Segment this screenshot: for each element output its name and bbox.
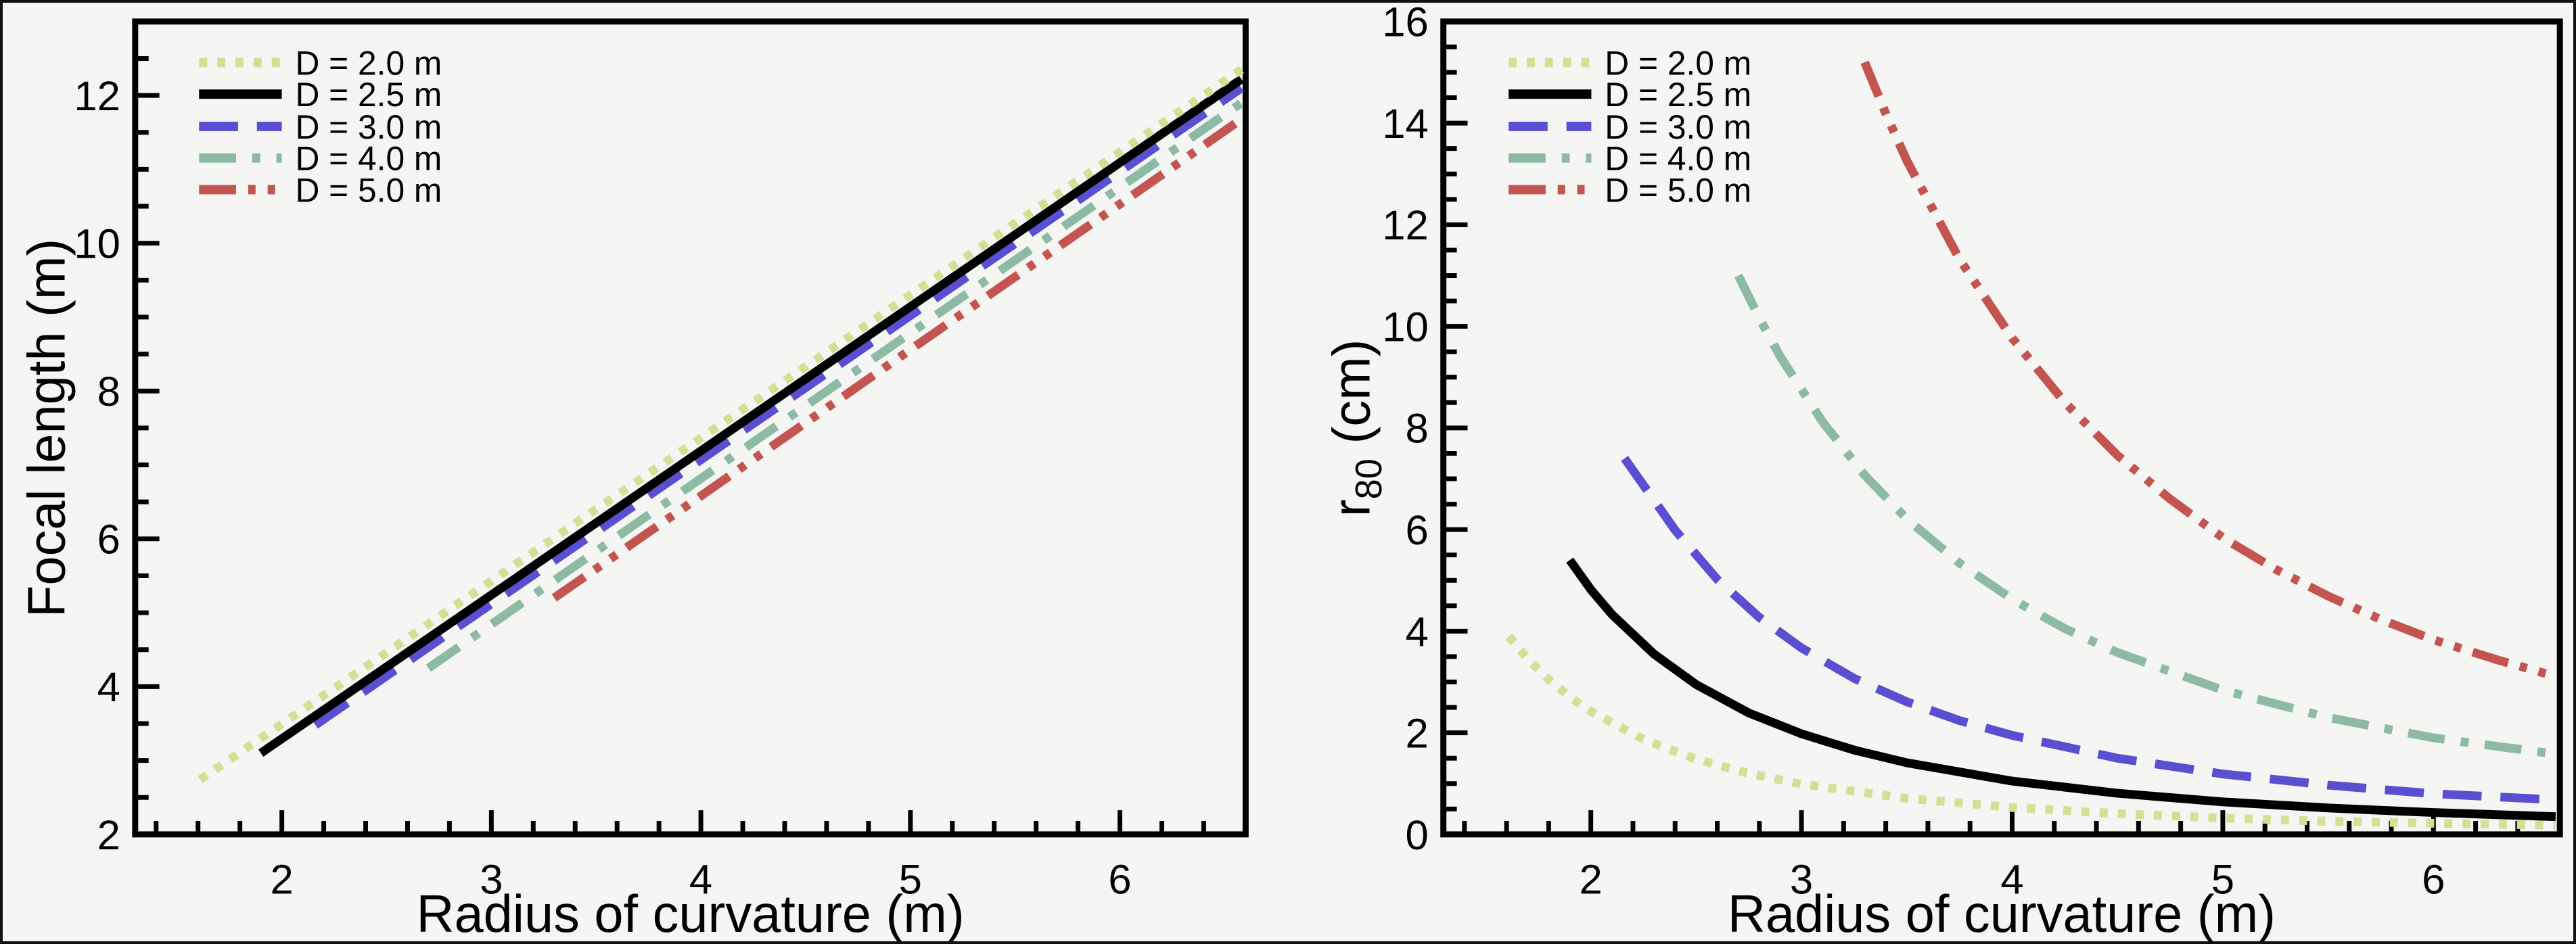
y-tick-label: 16 (1382, 3, 1429, 46)
legend-label: D = 5.0 m (295, 171, 442, 209)
curve-right-2.0 (1505, 633, 2556, 830)
y-tick-label: 8 (97, 369, 120, 415)
y-tick-label: 6 (97, 517, 120, 563)
curve-right-5.0 (1860, 60, 2557, 681)
legend-entry-2.5: D = 2.5 m (1509, 76, 1751, 114)
y-tick-label: 12 (74, 73, 120, 120)
y-tick-label: 8 (1406, 406, 1429, 452)
y-tick-label: 4 (97, 664, 120, 711)
legend-label: D = 3.0 m (1605, 108, 1751, 146)
x-tick-label: 6 (1108, 856, 1131, 903)
x-tick-label: 4 (2000, 856, 2023, 903)
x-tick-label: 3 (480, 856, 503, 903)
legend-entry-2.0: D = 2.0 m (1509, 44, 1751, 82)
legend-label: D = 4.0 m (295, 140, 442, 178)
legend-entry-2.0: D = 2.0 m (199, 44, 442, 82)
y-axis-title-right: r80 (cm) (1322, 339, 1389, 517)
legend-label: D = 4.0 m (1605, 140, 1751, 178)
x-axis-title-right: Radius of curvature (m) (1728, 885, 2276, 941)
curve-left-2.0 (198, 66, 1244, 784)
y-tick-label: 10 (74, 221, 120, 268)
legend-label: D = 2.0 m (1605, 44, 1751, 82)
panel-left: 2 3 4 5 6 2 4 6 8 10 12 Radius of curvature (m) Foca… (18, 18, 1249, 941)
y-tick-label: 10 (1382, 304, 1429, 350)
legend-right: D = 2.0 mD = 2.5 mD = 3.0 mD = 4.0 mD = … (1509, 44, 1751, 209)
y-tick-label: 0 (1406, 812, 1429, 859)
legend-entry-3.0: D = 3.0 m (1509, 108, 1751, 146)
curve-right-3.0 (1621, 456, 2556, 805)
curve-right-2.5 (1566, 557, 2556, 822)
y-tick-label: 14 (1382, 101, 1429, 147)
legend-left: D = 2.0 mD = 2.5 mD = 3.0 mD = 4.0 mD = … (199, 44, 442, 209)
legend-entry-4.0: D = 4.0 m (1509, 140, 1751, 178)
x-tick-label: 2 (270, 856, 293, 903)
legend-entry-2.5: D = 2.5 m (199, 76, 442, 114)
x-axis-title-left: Radius of curvature (m) (416, 885, 964, 941)
plot-frame-left (132, 18, 1249, 838)
curve-left-2.5 (258, 75, 1244, 757)
legend-label: D = 3.0 m (295, 108, 442, 146)
y-tick-label: 6 (1406, 507, 1429, 554)
x-tick-label: 5 (2211, 856, 2234, 903)
legend-label: D = 2.0 m (295, 44, 442, 82)
y-axis-title-left: Focal length (m) (18, 239, 76, 617)
plot-frame-right (1440, 18, 2563, 838)
legend-entry-3.0: D = 3.0 m (199, 108, 442, 146)
x-tick-label: 6 (2422, 856, 2445, 903)
y-tick-label: 2 (1406, 711, 1429, 757)
y-tick-label: 4 (1406, 609, 1429, 655)
x-tick-label: 4 (689, 856, 712, 903)
legend-entry-5.0: D = 5.0 m (1509, 171, 1751, 209)
curve-right-4.0 (1734, 273, 2556, 759)
y-tick-label: 2 (97, 812, 120, 859)
legend-label: D = 2.5 m (1605, 76, 1751, 114)
curve-left-4.0 (426, 99, 1244, 672)
legend-entry-5.0: D = 5.0 m (199, 171, 442, 209)
legend-label: D = 5.0 m (1605, 171, 1751, 209)
y-tick-label: 12 (1382, 202, 1429, 249)
x-tick-label: 5 (899, 856, 922, 903)
x-tick-label: 3 (1790, 856, 1813, 903)
curve-left-5.0 (551, 115, 1244, 602)
legend-entry-4.0: D = 4.0 m (199, 140, 442, 178)
legend-label: D = 2.5 m (295, 76, 442, 114)
figure-svg: 2 3 4 5 6 2 4 6 8 10 12 Radius of curvature (m) Foca… (18, 3, 2563, 941)
x-tick-label: 2 (1580, 856, 1603, 903)
curve-left-3.0 (313, 84, 1244, 729)
panel-right: 2 3 4 5 6 0 2 4 6 8 10 12 14 16 Radius of curvature (m… (1322, 3, 2563, 941)
